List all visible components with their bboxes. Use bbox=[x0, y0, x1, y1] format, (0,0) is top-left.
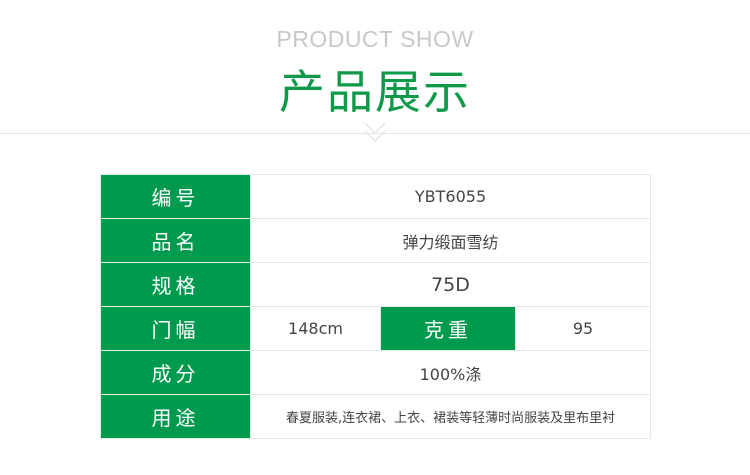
label-width: 门幅 bbox=[100, 306, 251, 351]
label-composition: 成分 bbox=[100, 350, 251, 395]
section-title: 产品展示 bbox=[279, 65, 471, 119]
label-name: 品名 bbox=[100, 218, 251, 263]
value-composition: 100%涤 bbox=[249, 350, 652, 395]
table-row: 用途 春夏服装,连衣裙、上衣、裙装等轻薄时尚服装及里布里衬 bbox=[100, 394, 652, 439]
value-width: 148cm bbox=[250, 306, 381, 351]
value-weight: 95 bbox=[514, 306, 652, 351]
table-row: 规格 75D bbox=[100, 262, 652, 307]
table-row: 门幅 148cm 克重 95 bbox=[100, 306, 652, 351]
spec-table: 编号 YBT6055 品名 弹力缎面雪纺 规格 75D 门幅 148cm 克重 95 成分 1… bbox=[100, 174, 652, 439]
chevron-down-icon bbox=[364, 122, 386, 143]
table-row: 编号 YBT6055 bbox=[100, 174, 652, 219]
label-code: 编号 bbox=[100, 174, 251, 219]
label-usage: 用途 bbox=[100, 394, 251, 439]
value-name: 弹力缎面雪纺 bbox=[249, 218, 652, 263]
value-code: YBT6055 bbox=[249, 174, 652, 219]
label-size: 规格 bbox=[100, 262, 251, 307]
section-subtitle: PRODUCT SHOW bbox=[276, 26, 474, 52]
table-row: 成分 100%涤 bbox=[100, 350, 652, 395]
value-size: 75D bbox=[249, 262, 652, 307]
label-weight: 克重 bbox=[380, 306, 516, 351]
value-usage: 春夏服装,连衣裙、上衣、裙装等轻薄时尚服装及里布里衬 bbox=[249, 394, 652, 439]
table-row: 品名 弹力缎面雪纺 bbox=[100, 218, 652, 263]
